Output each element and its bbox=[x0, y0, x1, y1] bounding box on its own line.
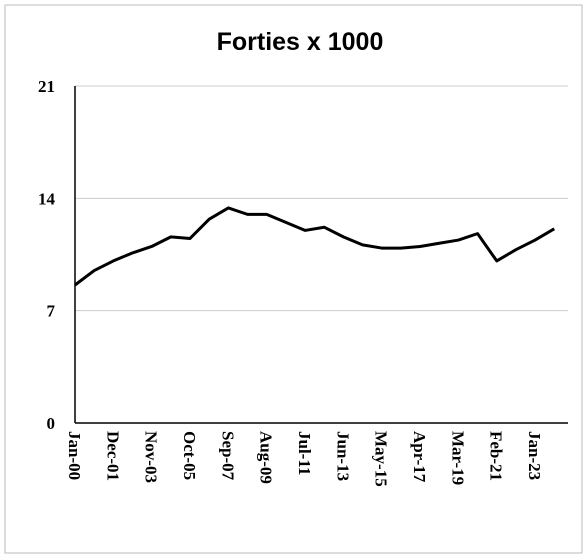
x-tick-label: Jul-11 bbox=[295, 431, 314, 475]
x-tick-label: Apr-17 bbox=[410, 431, 429, 483]
chart-title: Forties x 1000 bbox=[217, 28, 384, 56]
x-tick-label: Oct-05 bbox=[180, 431, 199, 480]
x-tick-label: Nov-03 bbox=[142, 431, 161, 483]
x-tick-label: Sep-07 bbox=[218, 431, 237, 481]
frame bbox=[4, 4, 583, 554]
y-tick-label: 7 bbox=[47, 302, 56, 321]
y-tick-label: 14 bbox=[38, 189, 56, 208]
x-tick-label: Jun-13 bbox=[333, 431, 352, 481]
y-tick-label: 21 bbox=[38, 77, 55, 96]
x-tick-label: May-15 bbox=[372, 431, 391, 487]
x-tick-label: Mar-19 bbox=[448, 431, 467, 485]
line bbox=[74, 206, 556, 287]
x-tick-label: Feb-21 bbox=[487, 431, 506, 481]
x-tick-label: Dec-01 bbox=[103, 431, 122, 481]
x-tick-label: Jan-23 bbox=[525, 431, 544, 480]
x-tick-label: Jan-00 bbox=[65, 431, 84, 480]
x-tick-label: Aug-09 bbox=[257, 431, 276, 484]
y-tick-label: 0 bbox=[47, 414, 56, 433]
